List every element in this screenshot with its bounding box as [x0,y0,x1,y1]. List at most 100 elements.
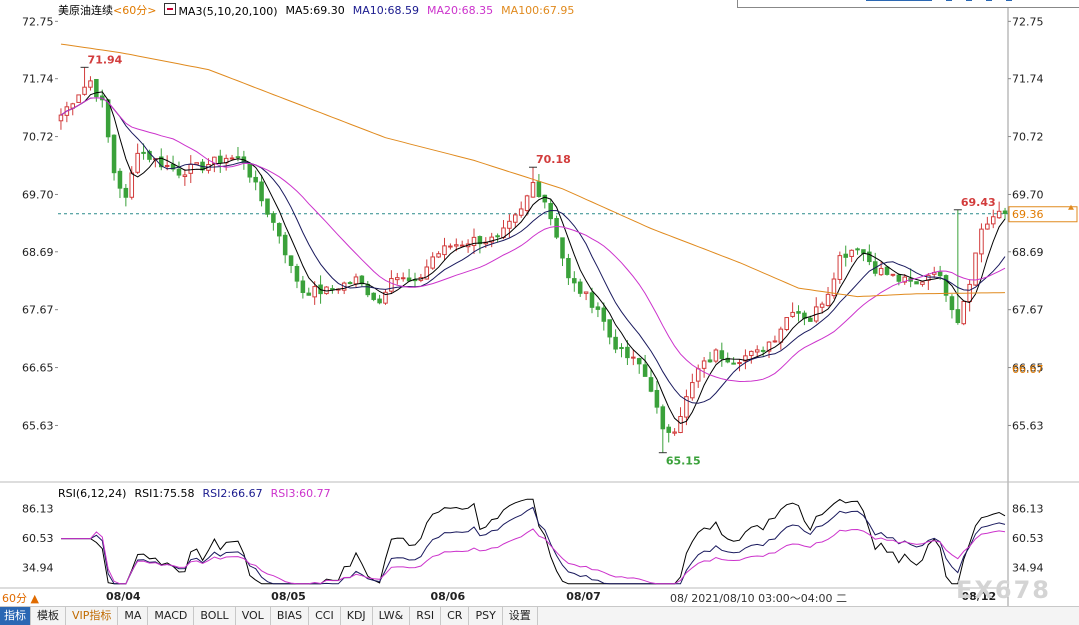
price-tick-label-left: 66.65 [22,362,54,375]
rsi-tick-label-left: 60.53 [22,532,54,545]
candle-body [530,182,536,198]
ma100-value-label: 66.67 [1012,363,1044,376]
rsi-tick-label-right: 86.13 [1012,502,1044,515]
window-button[interactable] [986,0,992,1]
candle-body [902,276,908,283]
candle-body [507,220,512,229]
price-tick-label-right: 70.72 [1012,131,1044,144]
candle-body [82,86,87,95]
candle-body [347,282,353,285]
candle-body [701,360,707,369]
candle-body [424,266,430,280]
candle-body [176,168,182,176]
tab-indicator[interactable]: 指标 [0,607,31,625]
window-button[interactable] [946,0,952,1]
candle-body [123,187,129,198]
tab-vol[interactable]: VOL [236,607,271,625]
candle-body [94,78,99,98]
time-axis-label: 08/12 [962,590,997,603]
candle-body [849,249,854,257]
last-price-box [1008,206,1078,223]
candle-body [737,362,742,365]
candle-body [607,319,612,338]
candle-body [619,347,624,350]
candle-body [577,281,583,294]
candle-body [217,155,223,164]
price-tick-label-right: 65.63 [1012,419,1044,432]
candle-body [996,210,1002,219]
candle-body [707,359,713,363]
candle-body [973,252,978,286]
candle-body [684,396,689,418]
candle-body [330,288,335,291]
candle-body [666,426,671,433]
candle-body [448,245,453,248]
candle-body [377,298,382,304]
candle-body [636,358,642,365]
tab-kdj[interactable]: KDJ [341,607,373,625]
tab-cci[interactable]: CCI [309,607,341,625]
watermark-text: EX678 [956,576,1051,604]
candle-body [271,213,276,223]
annotation-label: 71.94 [88,53,123,66]
candle-body [436,253,441,258]
candle-body [595,306,601,310]
candle-body [819,303,825,308]
period-selector[interactable]: 60分 ▲ [0,590,41,606]
candle-body [259,181,264,202]
candle-body [631,356,636,359]
candle-body [158,156,164,168]
price-tick-label-left: 71.74 [22,73,54,86]
cursor-time-label: 08/ 2021/08/10 03:00～04:00 二 [668,590,849,606]
candle-body [867,251,872,263]
candle-body [772,340,778,343]
candle-body [188,163,194,174]
window-button[interactable] [1006,0,1012,1]
candle-body [884,266,890,275]
candle-body [395,277,400,281]
candle-body [979,228,984,255]
price-tick-label-left: 68.69 [22,246,54,259]
candle-body [300,280,306,293]
candle-body [695,368,701,382]
candle-body [194,162,199,165]
window-button[interactable] [966,0,972,1]
candle-body [790,311,795,317]
candle-body [672,431,677,434]
candle-body [383,291,388,304]
price-tick-label-left: 65.63 [22,419,54,432]
tab-cr[interactable]: CR [441,607,470,625]
candle-body [878,267,884,276]
candle-body [117,170,123,189]
ma-settings-icon[interactable] [164,2,177,15]
tab-vip-indicator[interactable]: VIP指标 [66,607,119,625]
candle-body [88,80,93,88]
candle-body [294,265,300,282]
tab-settings[interactable]: 设置 [503,607,538,625]
tab-psy[interactable]: PSY [469,607,503,625]
candle-body [430,256,435,269]
candle-body [731,362,736,365]
candle-body [831,278,837,297]
tab-lw[interactable]: LW& [373,607,411,625]
toolbar-corner-box [737,0,1079,8]
candle-body [141,151,146,154]
annotation-label: 65.15 [666,455,701,468]
candle-body [914,281,919,285]
tab-macd[interactable]: MACD [148,607,195,625]
tab-rsi[interactable]: RSI [410,607,442,625]
rsi-legend: RSI(6,12,24) RSI1:75.58 RSI2:66.67 RSI3:… [58,487,331,500]
candle-body [129,172,135,198]
tab-ma[interactable]: MA [118,607,149,625]
time-axis-label: 08/05 [271,590,306,603]
candle-body [135,152,140,173]
candle-body [536,181,542,197]
tab-boll[interactable]: BOLL [194,607,236,625]
tab-template[interactable]: 模板 [31,607,66,625]
dropdown-control[interactable] [866,0,932,1]
price-tick-label-left: 70.72 [22,131,54,144]
tab-bias[interactable]: BIAS [271,607,310,625]
ma5-label: MA5:69.30 [285,3,345,17]
candle-body [277,223,282,237]
